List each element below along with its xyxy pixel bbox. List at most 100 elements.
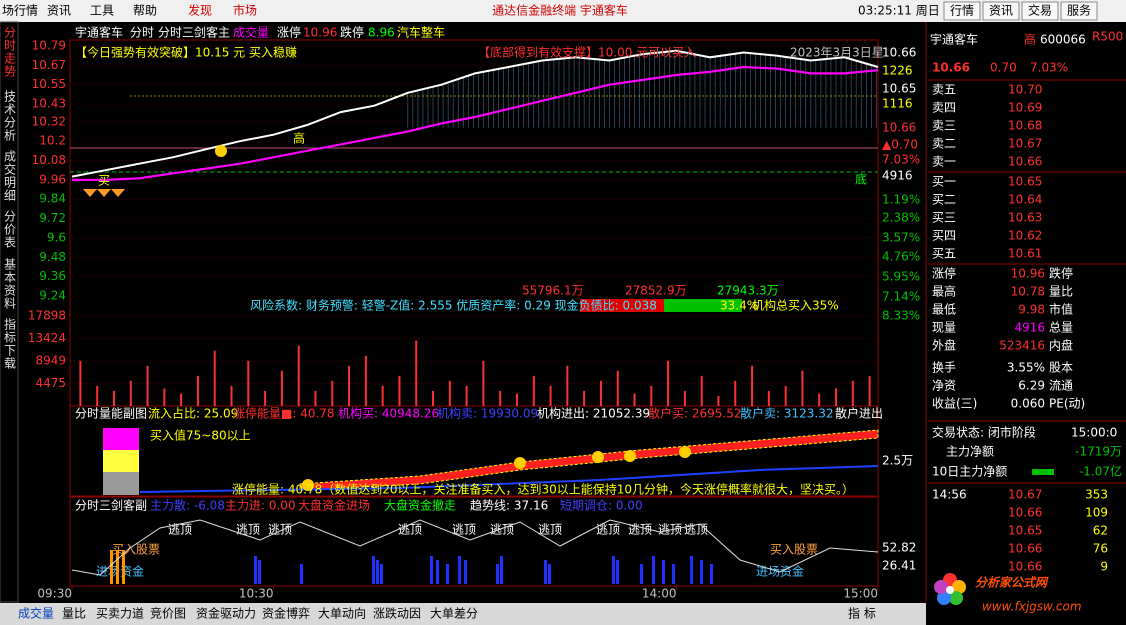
menu-button-label: 资讯 <box>989 4 1013 18</box>
menu-item[interactable]: 市场 <box>233 3 257 18</box>
fund-bar <box>258 560 261 584</box>
fund-bar <box>616 560 619 584</box>
trade-price: 10.66 <box>1008 506 1042 520</box>
chart-header: 分时 <box>130 26 154 40</box>
volume-bar <box>650 385 653 406</box>
menu-button[interactable] <box>1021 1 1059 21</box>
block <box>103 450 139 472</box>
stat-label: 净资 <box>932 379 956 393</box>
volume-bar <box>247 360 250 406</box>
volume-bar <box>818 393 821 406</box>
volume-bar <box>717 395 720 406</box>
menu-item[interactable]: 场行情 <box>2 4 38 18</box>
fund-bar <box>116 550 119 584</box>
volume-bar <box>616 370 619 406</box>
side-tab: 分时走势 <box>3 26 17 78</box>
right-axis-label: ▲0.70 <box>882 138 918 152</box>
bottom-tab[interactable]: 竞价图 <box>150 607 186 621</box>
last-price: 10.66 <box>932 61 970 75</box>
volume-bar <box>146 365 149 406</box>
side-tab: 分价表 <box>3 210 17 249</box>
x-tick-label: 14:00 <box>642 587 677 601</box>
y-tick-label: 10.2 <box>39 134 66 148</box>
stat-value: 3.55% <box>1007 361 1045 375</box>
menu-button[interactable] <box>982 1 1020 21</box>
bottom-tab[interactable]: 涨跌动因 <box>373 606 421 621</box>
change: 0.70 <box>990 61 1017 75</box>
right-axis-label: 2.38% <box>882 211 920 225</box>
side-tab: 成交明细 <box>3 150 17 202</box>
pane-label: 散户进出 <box>835 406 883 421</box>
bottom-tab[interactable]: 指 标 <box>848 606 876 621</box>
bottom-tab[interactable]: 大单差分 <box>430 607 478 621</box>
bottom-tab[interactable]: 资金驱动力 <box>196 606 256 621</box>
change-pct: 7.03% <box>1030 61 1068 75</box>
annotation: 逃顶 <box>236 523 260 537</box>
menu-button[interactable] <box>943 1 981 21</box>
volume-bar <box>835 388 838 406</box>
bottom-tab[interactable]: 量比 <box>62 607 86 621</box>
logo-center <box>946 586 954 594</box>
bottom-tab[interactable]: 成交量 <box>18 606 54 621</box>
fund-bar <box>372 556 375 584</box>
pane-label: 主力散: -6.08 <box>150 498 225 513</box>
x-tick-label: 09:30 <box>37 587 72 601</box>
menu-item[interactable]: 工具 <box>90 4 114 18</box>
volume-bar <box>868 375 871 406</box>
trade-price: 10.66 <box>1008 542 1042 556</box>
trade-price: 10.66 <box>1008 560 1042 574</box>
book-price: 10.63 <box>1008 211 1042 225</box>
app-title: 通达信金融终端 宇通客车 <box>492 3 628 18</box>
x-tick-label: 15:00 <box>843 587 878 601</box>
annotation: 底 <box>855 172 867 187</box>
y-tick-label: 10.43 <box>32 97 66 111</box>
menu-item[interactable]: 发现 <box>188 3 212 18</box>
volume-bar <box>297 345 300 406</box>
volume-bar <box>129 380 132 406</box>
fund-bar <box>662 560 665 584</box>
pane-label: 涨停能量■: 40.78 <box>233 406 335 421</box>
fund-bar <box>612 556 615 584</box>
book-label: 卖三 <box>932 119 956 133</box>
annotation: 买 <box>98 174 110 188</box>
pane-title: 分时三剑客副 <box>75 498 147 513</box>
fund-bar <box>710 564 713 584</box>
fund-bar <box>110 550 113 584</box>
annotation: 27943.3万 <box>717 284 779 298</box>
stat-value: 6.29 <box>1018 379 1045 393</box>
annotation: 逃顶 <box>398 523 422 537</box>
menu-item[interactable]: 帮助 <box>133 4 157 18</box>
chart-header: 10.96 <box>303 26 337 40</box>
fund-bar <box>672 564 675 584</box>
volume-bar <box>532 375 535 406</box>
bottom-tab[interactable]: 买卖力道 <box>96 607 144 621</box>
volume-bar <box>482 360 485 406</box>
annotation: 逃顶 <box>538 523 562 537</box>
book-price: 10.68 <box>1008 119 1042 133</box>
net-value: -1.07亿 <box>1079 464 1122 479</box>
volume-bar <box>280 370 283 406</box>
annotation: 高 <box>293 131 305 146</box>
menu-button-label: 交易 <box>1028 3 1052 18</box>
ratio-bar <box>664 299 742 312</box>
bottom-tab[interactable]: 大单动向 <box>318 606 366 621</box>
x-tick-label: 10:30 <box>239 587 274 601</box>
volume-bar <box>381 385 384 406</box>
volume-bar <box>180 393 183 406</box>
menu-item[interactable]: 资讯 <box>47 4 71 18</box>
stat-label: 最低 <box>932 303 956 317</box>
volume-bar <box>784 385 787 406</box>
annotation: 33.4% <box>720 299 758 313</box>
volume-bar <box>566 365 569 406</box>
menu-button[interactable] <box>1060 1 1098 21</box>
volume-bar <box>583 390 586 406</box>
block <box>103 428 139 450</box>
fund-bar <box>446 564 449 584</box>
trade-price: 10.65 <box>1008 524 1042 538</box>
price-line <box>71 49 879 178</box>
bottom-tab[interactable]: 资金博弈 <box>262 606 310 621</box>
pane-label: 大盘资金撤走 <box>384 498 456 513</box>
book-label: 卖四 <box>932 101 956 115</box>
volume-bar <box>801 370 804 406</box>
logo-name: 分析家公式网 <box>975 576 1049 590</box>
